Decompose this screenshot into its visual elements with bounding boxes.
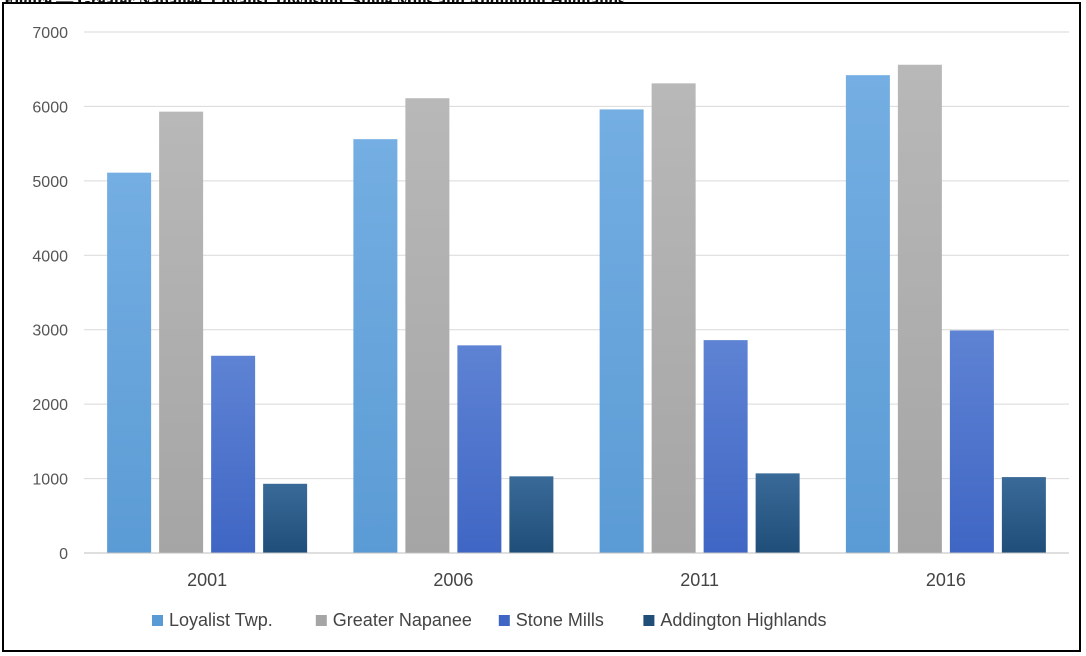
y-tick-label: 0 (59, 546, 68, 563)
y-tick-label: 6000 (32, 99, 68, 116)
y-tick-label: 7000 (32, 25, 68, 42)
bar-addington-highlands-2006 (509, 476, 554, 553)
legend-swatch (152, 615, 163, 626)
legend-label: Loyalist Twp. (169, 610, 273, 630)
bar-addington-highlands-2001 (263, 483, 308, 553)
legend-label: Greater Napanee (333, 610, 472, 630)
bar-greater-napanee-2001 (159, 111, 204, 553)
bar-stone-mills-2006 (457, 345, 502, 553)
legend: Loyalist Twp. Greater Napanee Stone Mills A… (152, 610, 827, 630)
bar-loyalist-twp-2006 (353, 139, 398, 554)
y-tick-label: 1000 (32, 472, 68, 489)
x-tick-label: 2011 (680, 570, 719, 590)
bar-addington-highlands-2011 (755, 473, 800, 553)
x-axis-ticks: 2001 2006 2011 2016 (187, 570, 966, 590)
legend-swatch (498, 615, 510, 626)
y-tick-label: 4000 (32, 248, 68, 265)
bar-stone-mills-2011 (703, 340, 748, 553)
bar-greater-napanee-2006 (405, 98, 450, 554)
bar-loyalist-twp-2001 (107, 172, 152, 554)
y-tick-label: 5000 (32, 174, 68, 191)
bar-greater-napanee-2011 (651, 83, 696, 553)
bars (107, 64, 1046, 554)
y-tick-label: 2000 (32, 397, 68, 414)
bar-stone-mills-2016 (949, 330, 994, 553)
legend-swatch (643, 615, 655, 626)
x-tick-label: 2001 (187, 570, 227, 590)
legend-label: Stone Mills (516, 610, 604, 630)
x-tick-label: 2016 (926, 570, 966, 590)
legend-label: Addington Highlands (660, 610, 826, 630)
legend-swatch (315, 615, 327, 626)
bar-stone-mills-2001 (211, 355, 256, 553)
bar-loyalist-twp-2016 (845, 75, 890, 553)
bar-loyalist-twp-2011 (599, 109, 644, 554)
y-tick-label: 3000 (32, 323, 68, 340)
x-tick-label: 2006 (433, 570, 473, 590)
bar-addington-highlands-2016 (1001, 477, 1046, 553)
bar-greater-napanee-2016 (897, 64, 942, 554)
y-axis-ticks: 0 1000 2000 3000 4000 5000 6000 7000 (32, 25, 68, 563)
